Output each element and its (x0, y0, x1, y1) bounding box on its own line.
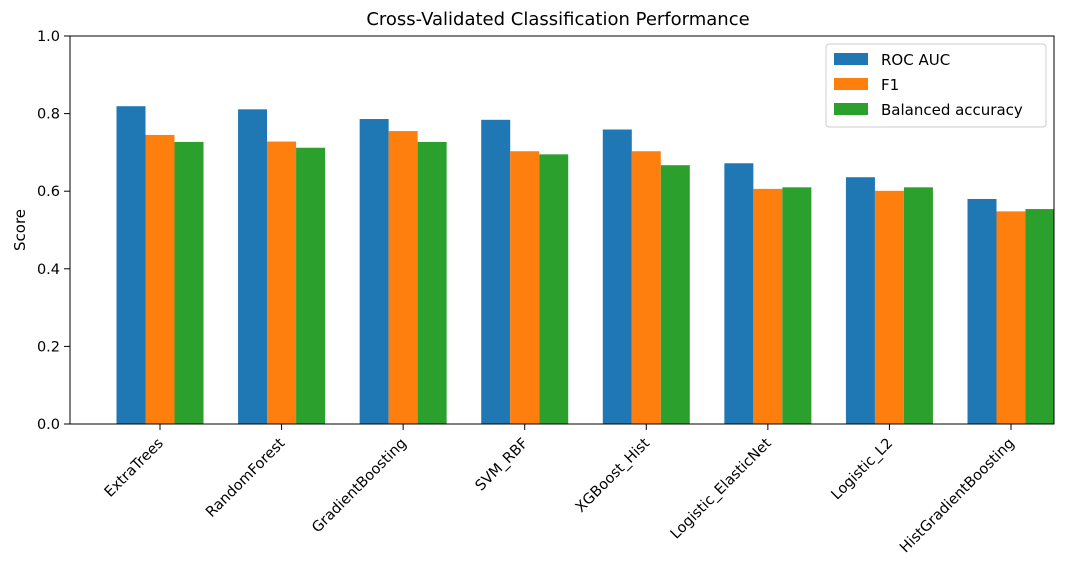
bar-f1-xgboost_hist (631, 151, 661, 424)
y-tick-label: 0.0 (37, 417, 60, 433)
bar-f1-randomforest (267, 141, 297, 424)
x-tick-label-svm_rbf: SVM_RBF (473, 436, 532, 495)
legend-swatch-f1 (834, 78, 868, 90)
bar-balanced-accuracy-extratrees (174, 141, 204, 424)
bar-roc-auc-logistic_elasticnet (724, 163, 754, 424)
chart-title: Cross-Validated Classification Performan… (366, 9, 749, 30)
x-tick-label-randomforest: RandomForest (203, 435, 288, 520)
x-tick-label-logistic_elasticnet: Logistic_ElasticNet (668, 435, 775, 542)
bar-balanced-accuracy-gradientboosting (417, 141, 447, 424)
legend-label-balanced-accuracy: Balanced accuracy (881, 101, 1023, 119)
bar-roc-auc-xgboost_hist (602, 129, 632, 424)
y-tick-label: 0.2 (37, 339, 60, 355)
bar-roc-auc-gradientboosting (359, 119, 389, 425)
x-tick-label-extratrees: ExtraTrees (102, 436, 167, 501)
bar-roc-auc-logistic_l2 (845, 177, 875, 424)
y-axis-label: Score (11, 209, 29, 251)
y-tick-label: 0.8 (37, 107, 60, 123)
y-tick-label: 0.4 (37, 262, 60, 278)
bar-roc-auc-histgradientboosting (967, 198, 997, 424)
x-axis-ticks: ExtraTrees RandomForest GradientBoosting SV… (102, 424, 1018, 556)
bar-roc-auc-svm_rbf (481, 119, 511, 425)
y-axis-ticks: 0.0 0.2 0.4 0.6 0.8 1.0 (37, 29, 70, 433)
bar-roc-auc-extratrees (116, 106, 146, 424)
legend-label-f1: F1 (881, 76, 899, 94)
legend-label-roc-auc: ROC AUC (881, 51, 950, 69)
bar-f1-histgradientboosting (996, 211, 1026, 424)
bar-balanced-accuracy-randomforest (296, 147, 326, 424)
bar-balanced-accuracy-logistic_l2 (903, 187, 933, 424)
bar-f1-logistic_l2 (874, 190, 904, 424)
bar-f1-logistic_elasticnet (753, 188, 783, 424)
bar-balanced-accuracy-svm_rbf (539, 154, 569, 424)
bar-balanced-accuracy-logistic_elasticnet (782, 187, 812, 424)
legend-swatch-roc-auc (834, 53, 868, 65)
x-tick-label-xgboost_hist: XGBoost_Hist (573, 435, 653, 515)
y-tick-label: 0.6 (37, 184, 60, 200)
x-tick-label-histgradientboosting: HistGradientBoosting (897, 436, 1018, 557)
bar-balanced-accuracy-histgradientboosting (1025, 209, 1055, 424)
bar-roc-auc-randomforest (238, 109, 268, 424)
plot-frame (69, 35, 1055, 425)
bar-f1-gradientboosting (388, 131, 418, 424)
legend: ROC AUC F1 Balanced accuracy (825, 43, 1047, 128)
legend-swatch-balanced-accuracy (834, 103, 868, 115)
bars-group (116, 106, 1055, 425)
bar-f1-svm_rbf (510, 151, 540, 424)
bar-balanced-accuracy-xgboost_hist (660, 165, 690, 425)
bar-f1-extratrees (145, 134, 175, 424)
x-tick-label-logistic_l2: Logistic_L2 (829, 436, 897, 504)
x-tick-label-gradientboosting: GradientBoosting (309, 436, 410, 537)
y-tick-label: 1.0 (37, 29, 60, 45)
legend-frame (825, 43, 1047, 128)
